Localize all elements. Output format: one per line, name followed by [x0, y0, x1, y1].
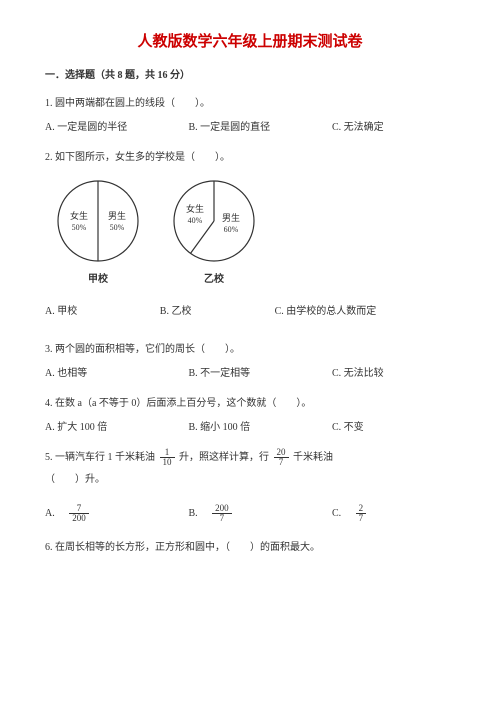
q5-frac-2: 20 7	[274, 448, 289, 467]
q4-opt-b: B. 缩小 100 倍	[189, 418, 333, 438]
question-1: 1. 圆中两端都在圆上的线段（ ）。 A. 一定是圆的半径 B. 一定是圆的直径…	[45, 94, 455, 138]
q2-diagrams: 女生 50% 男生 50% 甲校 女生 40% 男生 60% 乙校	[55, 178, 455, 290]
pie-a-right-pct: 50%	[110, 223, 125, 232]
q5-opt-a: A. 7 200	[45, 504, 189, 524]
q3-opt-c: C. 无法比较	[332, 364, 455, 384]
question-6: 6. 在周长相等的长方形，正方形和圆中，（ ）的面积最大。	[45, 538, 455, 558]
q2-opt-a: A. 甲校	[45, 302, 160, 322]
pie-a-left-pct: 50%	[72, 223, 87, 232]
pie-a-right-label: 男生	[108, 210, 126, 221]
q5-text-mid: 升，照这样计算，行	[179, 452, 272, 463]
q5-frac-b: 200 7	[212, 504, 232, 523]
q3-options: A. 也相等 B. 不一定相等 C. 无法比较	[45, 364, 455, 384]
exam-title: 人教版数学六年级上册期末测试卷	[45, 30, 455, 54]
pie-chart-b-icon: 女生 40% 男生 60%	[171, 178, 257, 264]
q4-text: 4. 在数 a（a 不等于 0）后面添上百分号，这个数就（ ）。	[45, 394, 455, 414]
q4-opt-c: C. 不变	[332, 418, 455, 438]
q5-options: A. 7 200 B. 200 7 C. 2 7	[45, 504, 455, 524]
q4-opt-a: A. 扩大 100 倍	[45, 418, 189, 438]
q5-text-post: 千米耗油	[293, 452, 333, 463]
pie-a-caption: 甲校	[88, 270, 108, 290]
q3-opt-a: A. 也相等	[45, 364, 189, 384]
question-5: 5. 一辆汽车行 1 千米耗油 1 10 升，照这样计算，行 20 7 千米耗油…	[45, 448, 455, 524]
q1-text: 1. 圆中两端都在圆上的线段（ ）。	[45, 94, 455, 114]
q2-opt-c: C. 由学校的总人数而定	[275, 302, 455, 322]
q5-c-label: C.	[332, 508, 351, 519]
pie-a-left-label: 女生	[70, 210, 88, 221]
q5-frac-a: 7 200	[69, 504, 89, 523]
question-3: 3. 两个圆的面积相等，它们的周长（ ）。 A. 也相等 B. 不一定相等 C.…	[45, 340, 455, 384]
pie-school-a: 女生 50% 男生 50% 甲校	[55, 178, 141, 290]
q5-line1: 5. 一辆汽车行 1 千米耗油 1 10 升，照这样计算，行 20 7 千米耗油	[45, 448, 455, 468]
q5-text-pre: 5. 一辆汽车行 1 千米耗油	[45, 452, 158, 463]
q5-fracA-den: 200	[69, 514, 89, 523]
q5-frac2-den: 7	[274, 458, 289, 467]
q5-frac1-den: 10	[160, 458, 175, 467]
pie-school-b: 女生 40% 男生 60% 乙校	[171, 178, 257, 290]
pie-chart-a-icon: 女生 50% 男生 50%	[55, 178, 141, 264]
q3-text: 3. 两个圆的面积相等，它们的周长（ ）。	[45, 340, 455, 360]
pie-b-caption: 乙校	[204, 270, 224, 290]
pie-b-left-pct: 40%	[188, 216, 203, 225]
q1-opt-a: A. 一定是圆的半径	[45, 118, 189, 138]
q1-opt-b: B. 一定是圆的直径	[189, 118, 333, 138]
q5-line2: （ ）升。	[45, 470, 455, 490]
q1-opt-c: C. 无法确定	[332, 118, 455, 138]
q2-opt-b: B. 乙校	[160, 302, 275, 322]
pie-b-right-pct: 60%	[224, 225, 239, 234]
question-4: 4. 在数 a（a 不等于 0）后面添上百分号，这个数就（ ）。 A. 扩大 1…	[45, 394, 455, 438]
section-1-header: 一．选择题（共 8 题，共 16 分）	[45, 68, 455, 84]
q4-options: A. 扩大 100 倍 B. 缩小 100 倍 C. 不变	[45, 418, 455, 438]
pie-b-left-label: 女生	[186, 203, 204, 214]
q5-b-label: B.	[189, 508, 208, 519]
q2-options: A. 甲校 B. 乙校 C. 由学校的总人数而定	[45, 302, 455, 322]
q5-frac-c: 2 7	[356, 504, 367, 523]
pie-b-right-label: 男生	[222, 212, 240, 223]
question-2: 2. 如下图所示，女生多的学校是（ ）。 女生 50% 男生 50% 甲校	[45, 148, 455, 322]
q1-options: A. 一定是圆的半径 B. 一定是圆的直径 C. 无法确定	[45, 118, 455, 138]
q5-fracC-den: 7	[356, 514, 367, 523]
q5-fracB-den: 7	[212, 514, 232, 523]
q5-opt-c: C. 2 7	[332, 504, 455, 524]
q5-frac-1: 1 10	[160, 448, 175, 467]
q2-text: 2. 如下图所示，女生多的学校是（ ）。	[45, 148, 455, 168]
q5-opt-b: B. 200 7	[189, 504, 333, 524]
q5-a-label: A.	[45, 508, 65, 519]
q3-opt-b: B. 不一定相等	[189, 364, 333, 384]
q6-text: 6. 在周长相等的长方形，正方形和圆中，（ ）的面积最大。	[45, 538, 455, 558]
